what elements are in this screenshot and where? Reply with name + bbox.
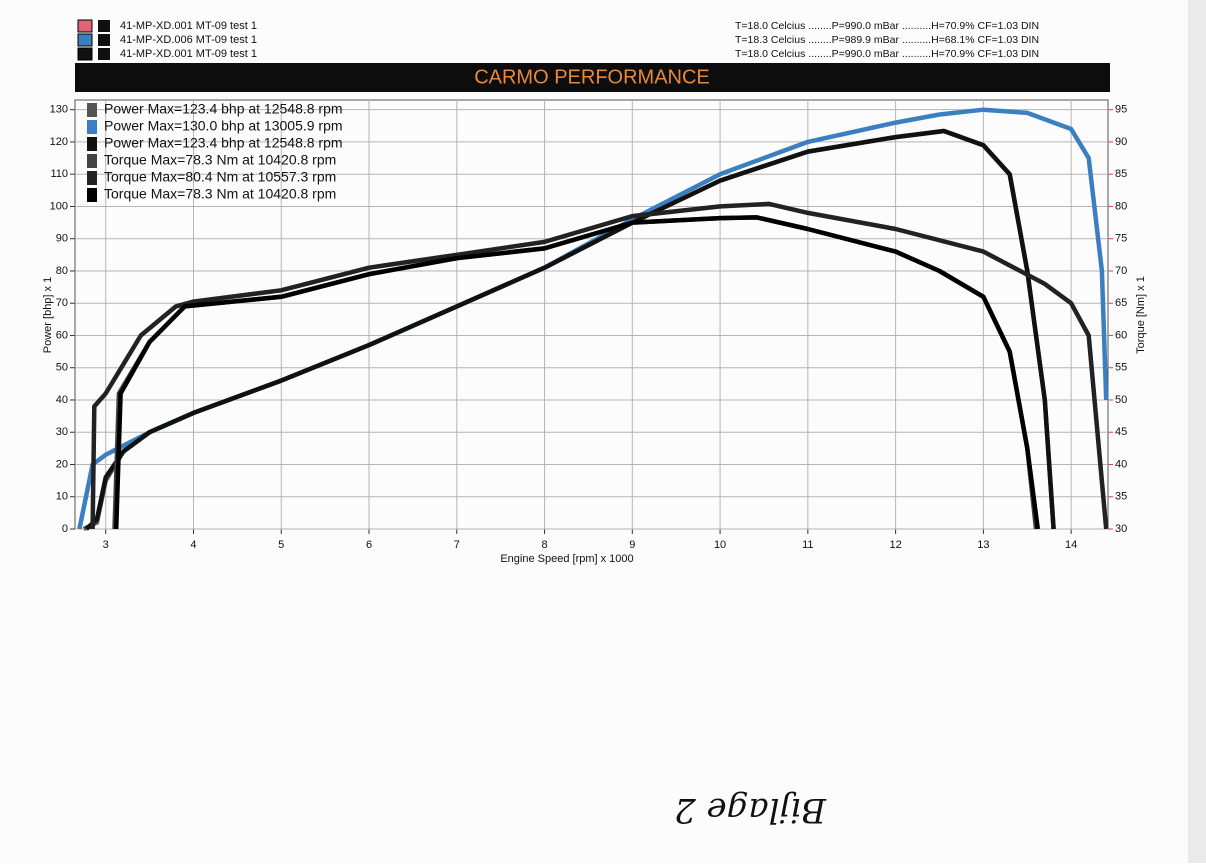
y2-tick-label: 65 — [1115, 297, 1127, 309]
legend-swatch — [87, 188, 97, 202]
y-tick-label: 0 — [62, 523, 68, 535]
y-tick-label: 70 — [56, 297, 68, 309]
run-swatch — [77, 47, 93, 61]
y-tick-label: 10 — [56, 491, 68, 503]
page-edge — [1188, 0, 1206, 863]
y2-tick-label: 85 — [1115, 168, 1127, 180]
y2-tick-label: 95 — [1115, 104, 1127, 116]
x-tick-label: 4 — [190, 539, 196, 551]
y2-tick-label: 80 — [1115, 200, 1127, 212]
run-swatch — [77, 19, 93, 33]
y-tick-label: 40 — [56, 394, 68, 406]
x-tick-label: 7 — [454, 539, 460, 551]
x-axis-label: Engine Speed [rpm] x 1000 — [500, 553, 633, 565]
run-swatch-secondary — [98, 34, 110, 46]
legend-label: Power Max=130.0 bhp at 13005.9 rpm — [104, 118, 343, 134]
x-tick-label: 6 — [366, 539, 372, 551]
x-tick-label: 11 — [802, 539, 813, 551]
run-swatch-secondary — [98, 20, 110, 32]
run-conditions: T=18.0 Celcius ........P=990.0 mBar ....… — [735, 48, 1039, 60]
legend-label: Torque Max=80.4 Nm at 10557.3 rpm — [104, 169, 336, 185]
y-tick-label: 50 — [56, 362, 68, 374]
y-tick-label: 30 — [56, 426, 68, 438]
x-tick-label: 12 — [889, 539, 901, 551]
y-tick-label: 130 — [50, 104, 68, 116]
series-line — [84, 128, 1056, 531]
y-tick-label: 80 — [56, 265, 68, 277]
legend-swatch — [87, 154, 97, 168]
y-tick-label: 60 — [56, 329, 68, 341]
y2-tick-label: 30 — [1115, 523, 1127, 535]
y-tick-label: 90 — [56, 233, 68, 245]
y2-tick-label: 90 — [1115, 136, 1127, 148]
y2-tick-label: 40 — [1115, 458, 1127, 470]
run-conditions: T=18.3 Celcius ........P=989.9 mBar ....… — [735, 34, 1039, 46]
x-tick-label: 5 — [278, 539, 284, 551]
y2-tick-label: 70 — [1115, 265, 1127, 277]
x-tick-label: 8 — [541, 539, 547, 551]
x-tick-label: 14 — [1065, 539, 1077, 551]
y2-tick-label: 75 — [1115, 233, 1127, 245]
y-tick-label: 120 — [50, 136, 68, 148]
legend-swatch — [87, 171, 97, 185]
y2-axis-label: Torque [Nm] x 1 — [1135, 276, 1147, 354]
run-name: 41-MP-XD.001 MT-09 test 1 — [120, 48, 257, 60]
y-tick-label: 20 — [56, 458, 68, 470]
run-swatch-secondary — [98, 48, 110, 60]
title-bar — [75, 63, 1110, 92]
y2-tick-label: 45 — [1115, 426, 1127, 438]
legend-swatch — [87, 120, 97, 134]
legend-label: Power Max=123.4 bhp at 12548.8 rpm — [104, 135, 343, 151]
legend-swatch — [87, 103, 97, 117]
y-tick-label: 110 — [50, 168, 68, 180]
series-line — [113, 215, 1041, 530]
run-name: 41-MP-XD.006 MT-09 test 1 — [120, 34, 257, 46]
y2-tick-label: 60 — [1115, 329, 1127, 341]
y2-tick-label: 35 — [1115, 491, 1127, 503]
y2-tick-label: 55 — [1115, 362, 1127, 374]
run-swatch — [77, 33, 93, 47]
legend-label: Torque Max=78.3 Nm at 10420.8 rpm — [104, 186, 336, 202]
legend-swatch — [87, 137, 97, 151]
y2-tick-label: 50 — [1115, 394, 1127, 406]
y-axis-label: Power [bhp] x 1 — [42, 277, 54, 353]
x-tick-label: 9 — [629, 539, 635, 551]
legend-label: Torque Max=78.3 Nm at 10420.8 rpm — [104, 152, 336, 168]
run-conditions: T=18.0 Celcius ........P=990.0 mBar ....… — [735, 20, 1039, 32]
handwritten-note: Bijlage 2 — [674, 790, 827, 830]
chart-title: CARMO PERFORMANCE — [474, 66, 710, 88]
legend-label: Power Max=123.4 bhp at 12548.8 rpm — [104, 101, 343, 117]
run-name: 41-MP-XD.001 MT-09 test 1 — [120, 20, 257, 32]
series-line — [90, 201, 1109, 530]
x-tick-label: 3 — [103, 539, 109, 551]
x-tick-label: 13 — [977, 539, 989, 551]
y-tick-label: 100 — [50, 200, 68, 212]
x-tick-label: 10 — [714, 539, 726, 551]
